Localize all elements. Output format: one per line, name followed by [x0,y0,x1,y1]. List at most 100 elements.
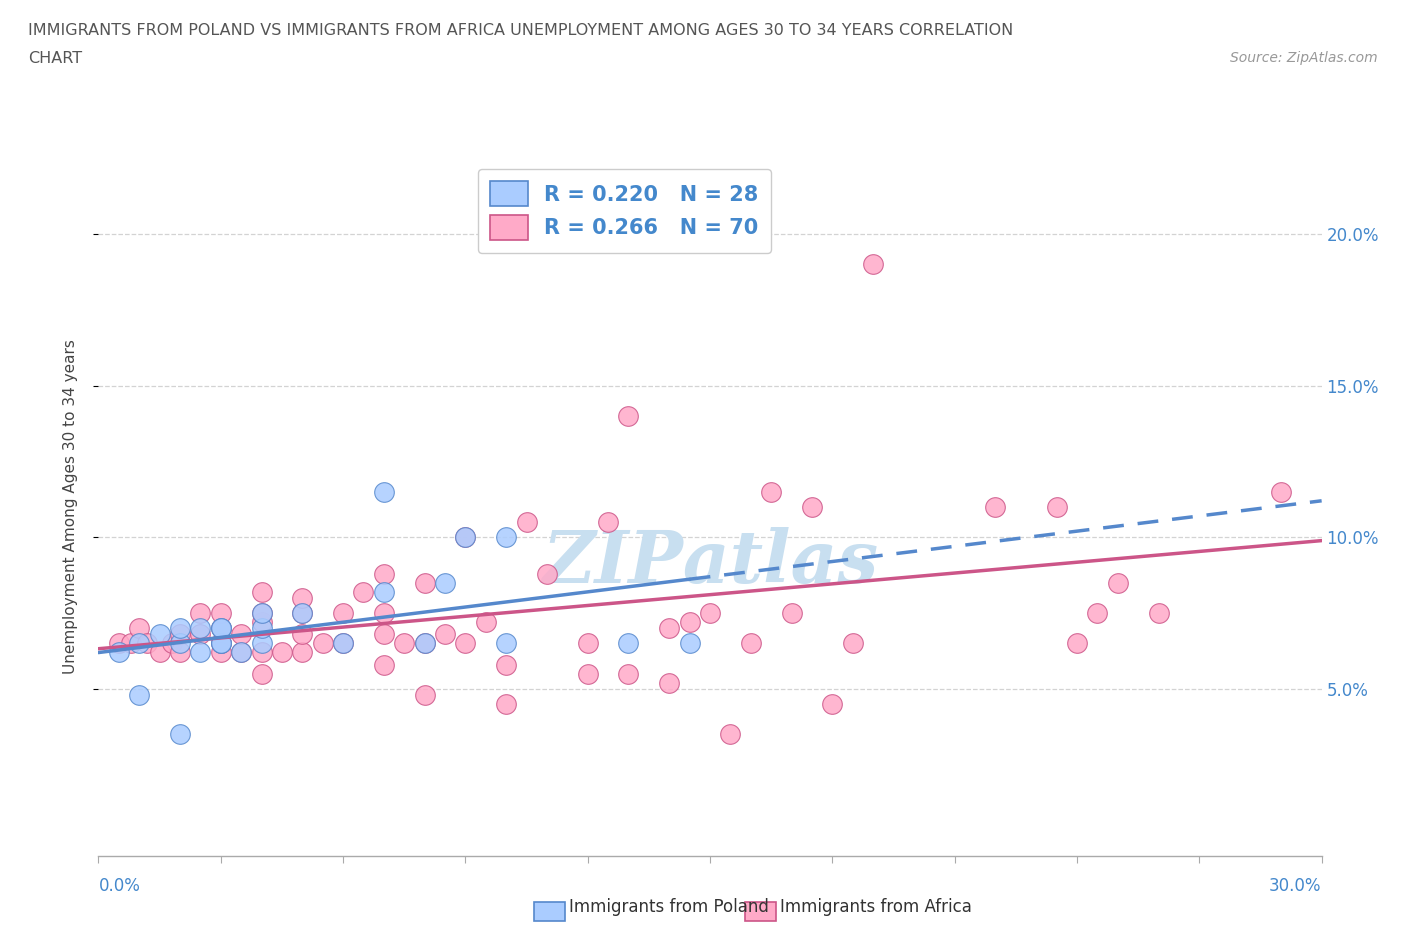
Point [617,666,640,681]
Point [108,636,131,651]
Point [250,666,273,681]
Point [250,605,273,620]
Point [250,645,273,660]
Point [332,636,354,651]
Point [250,584,273,599]
Point [291,605,314,620]
Point [454,636,477,651]
Point [149,627,172,642]
Point [413,687,436,702]
Point [373,485,395,499]
Point [291,591,314,605]
Point [188,627,212,642]
Point [291,645,314,660]
Point [128,687,150,702]
Point [495,636,517,651]
Point [188,645,212,660]
Point [149,645,172,660]
Point [373,658,395,672]
Text: ZIP​atlas: ZIP​atlas [541,527,879,598]
Point [699,605,721,620]
Point [658,675,681,690]
Point [373,627,395,642]
Point [250,615,273,630]
Point [495,697,517,711]
Point [169,636,191,651]
Point [821,697,844,711]
Point [136,636,159,651]
Point [188,620,212,635]
Legend: R = 0.220   N = 28, R = 0.266   N = 70: R = 0.220 N = 28, R = 0.266 N = 70 [478,168,770,253]
Point [250,605,273,620]
Point [160,636,183,651]
Point [169,627,191,642]
Point [679,636,702,651]
Text: Immigrants from Poland: Immigrants from Poland [569,897,769,916]
Point [392,636,416,651]
Text: Source: ZipAtlas.com: Source: ZipAtlas.com [1230,51,1378,65]
Point [209,645,232,660]
Point [841,636,863,651]
Point [352,584,374,599]
Point [332,636,354,651]
Point [209,605,232,620]
Point [617,408,640,423]
Y-axis label: Unemployment Among Ages 30 to 34 years: Unemployment Among Ages 30 to 34 years [63,339,77,674]
Point [576,666,599,681]
Point [720,727,742,742]
Point [1107,576,1129,591]
Point [1066,636,1088,651]
Point [454,530,477,545]
Point [413,636,436,651]
Point [536,566,558,581]
Text: CHART: CHART [28,51,82,66]
Point [108,645,131,660]
Point [209,636,232,651]
Text: 0.0%: 0.0% [98,876,141,895]
Point [209,620,232,635]
Point [1147,605,1170,620]
Point [128,636,150,651]
Point [250,620,273,635]
Point [209,636,232,651]
Point [495,658,517,672]
Point [1085,605,1108,620]
Point [516,514,538,529]
Point [434,576,457,591]
Point [291,605,314,620]
Point [120,636,142,651]
Point [454,530,477,545]
Point [780,605,803,620]
Text: IMMIGRANTS FROM POLAND VS IMMIGRANTS FROM AFRICA UNEMPLOYMENT AMONG AGES 30 TO 3: IMMIGRANTS FROM POLAND VS IMMIGRANTS FRO… [28,23,1014,38]
Point [984,499,1007,514]
Point [658,620,681,635]
Point [1045,499,1069,514]
Point [373,584,395,599]
Point [434,627,457,642]
Point [188,605,212,620]
Point [169,620,191,635]
Point [270,645,294,660]
Point [231,645,253,660]
Point [801,499,824,514]
Point [576,636,599,651]
Point [209,620,232,635]
Point [373,605,395,620]
Point [679,615,702,630]
Point [1270,485,1292,499]
Point [128,620,150,635]
Point [413,576,436,591]
Point [231,645,253,660]
Point [209,620,232,635]
Point [332,605,354,620]
Point [169,645,191,660]
Point [598,514,620,529]
Point [740,636,762,651]
Point [474,615,498,630]
Point [495,530,517,545]
Text: 30.0%: 30.0% [1270,876,1322,895]
Point [209,636,232,651]
Text: Immigrants from Africa: Immigrants from Africa [780,897,972,916]
Point [231,627,253,642]
Point [761,485,783,499]
